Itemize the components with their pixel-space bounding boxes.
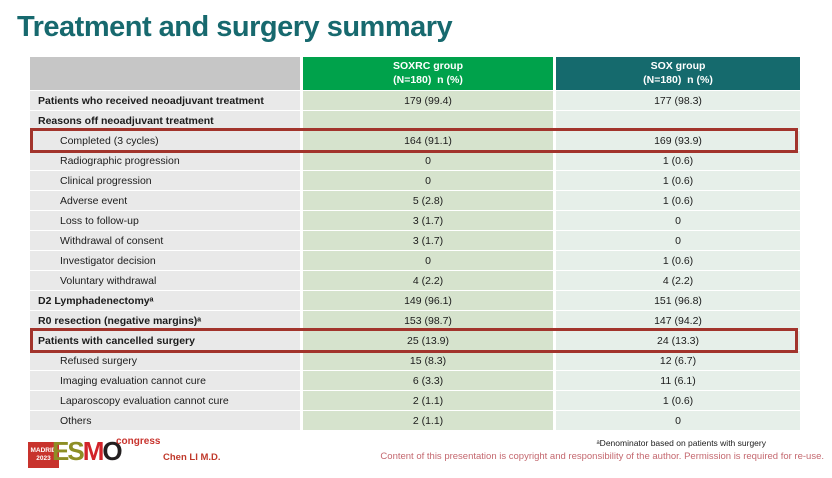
row-label: Loss to follow-up [30,211,300,230]
table-row: Refused surgery 15 (8.3) 12 (6.7) [30,351,800,370]
row-value-soxrc: 3 (1.7) [303,211,553,230]
table-row: D2 Lymphadenectomyᵃ 149 (96.1) 151 (96.8… [30,291,800,310]
row-value-soxrc: 2 (1.1) [303,391,553,410]
row-label: Laparoscopy evaluation cannot cure [30,391,300,410]
esmo-letter-s: S [67,436,84,466]
table-row: Completed (3 cycles) 164 (91.1) 169 (93.… [30,128,800,153]
row-label: Clinical progression [30,171,300,190]
row-label: Reasons off neoadjuvant treatment [30,111,300,130]
row-value-soxrc: 0 [303,171,553,190]
table-row: Voluntary withdrawal 4 (2.2) 4 (2.2) [30,271,800,290]
row-label: Voluntary withdrawal [30,271,300,290]
row-label: Adverse event [30,191,300,210]
esmo-letter-m: M [82,436,105,466]
row-value-sox: 1 (0.6) [556,171,800,190]
row-value-soxrc: 3 (1.7) [303,231,553,250]
table-row: Patients with cancelled surgery 25 (13.9… [30,328,800,353]
table-row: Imaging evaluation cannot cure 6 (3.3) 1… [30,371,800,390]
row-value-soxrc: 15 (8.3) [303,351,553,370]
row-value-soxrc: 179 (99.4) [303,91,553,110]
row-value-soxrc: 0 [303,251,553,270]
row-value-soxrc: 164 (91.1) [303,131,553,150]
esmo-letter-o: O [102,436,122,466]
table-row: Radiographic progression 0 1 (0.6) [30,151,800,170]
row-value-sox: 169 (93.9) [556,131,800,150]
row-value-soxrc: 4 (2.2) [303,271,553,290]
row-label: R0 resection (negative margins)ᵃ [30,311,300,330]
table-row: Loss to follow-up 3 (1.7) 0 [30,211,800,230]
page-title: Treatment and surgery summary [17,11,453,43]
row-value-soxrc: 149 (96.1) [303,291,553,310]
header-cell-soxrc-group: SOXRC group (N=180) n (%) [303,57,553,90]
row-value-sox: 11 (6.1) [556,371,800,390]
row-value-sox: 24 (13.3) [556,331,800,350]
sox-group-name: SOX group [650,60,706,73]
author-name: Chen LI M.D. [163,452,221,463]
table-body: Patients who received neoadjuvant treatm… [30,91,800,430]
badge-city: MADRID [30,447,57,454]
header-cell-empty [30,57,300,90]
row-value-sox: 1 (0.6) [556,151,800,170]
table-row: Laparoscopy evaluation cannot cure 2 (1.… [30,391,800,410]
table-row: Clinical progression 0 1 (0.6) [30,171,800,190]
soxrc-group-name: SOXRC group [393,60,463,73]
header-cell-sox-group: SOX group (N=180) n (%) [556,57,800,90]
table-row: Investigator decision 0 1 (0.6) [30,251,800,270]
row-label: Refused surgery [30,351,300,370]
row-value-soxrc: 0 [303,151,553,170]
row-value-soxrc: 25 (13.9) [303,331,553,350]
row-value-sox: 1 (0.6) [556,251,800,270]
row-value-sox: 12 (6.7) [556,351,800,370]
row-label: Imaging evaluation cannot cure [30,371,300,390]
table-row: Adverse event 5 (2.8) 1 (0.6) [30,191,800,210]
row-value-soxrc: 153 (98.7) [303,311,553,330]
table-row: R0 resection (negative margins)ᵃ 153 (98… [30,311,800,330]
copyright-notice: Content of this presentation is copyrigh… [380,451,824,462]
row-label: Others [30,411,300,430]
table-header-row: SOXRC group (N=180) n (%) SOX group (N=1… [30,57,800,90]
congress-label: congress [116,436,161,447]
summary-table: SOXRC group (N=180) n (%) SOX group (N=1… [30,57,800,431]
sox-group-sub: (N=180) n (%) [643,73,713,86]
row-label: Patients who received neoadjuvant treatm… [30,91,300,110]
madrid-2023-badge: MADRID 2023 [28,442,59,468]
row-value-soxrc: 5 (2.8) [303,191,553,210]
table-row: Patients who received neoadjuvant treatm… [30,91,800,110]
row-label: Withdrawal of consent [30,231,300,250]
row-value-sox: 151 (96.8) [556,291,800,310]
row-value-soxrc [303,111,553,130]
row-value-sox: 0 [556,211,800,230]
row-value-sox: 4 (2.2) [556,271,800,290]
table-footnote: ᵃDenominator based on patients with surg… [596,438,766,448]
table-row: Others 2 (1.1) 0 [30,411,800,430]
table-row: Reasons off neoadjuvant treatment [30,111,800,130]
esmo-letter-e: E [52,436,69,466]
badge-year: 2023 [36,455,51,463]
soxrc-group-sub: (N=180) n (%) [393,73,463,86]
row-value-sox: 1 (0.6) [556,191,800,210]
row-label: Investigator decision [30,251,300,270]
row-label: Completed (3 cycles) [30,131,300,150]
esmo-wordmark: ESMO [52,436,123,466]
table-row: Withdrawal of consent 3 (1.7) 0 [30,231,800,250]
row-value-soxrc: 6 (3.3) [303,371,553,390]
esmo-congress-logo: MADRID 2023 ESMO congress [28,436,161,474]
row-label: Radiographic progression [30,151,300,170]
row-value-sox: 177 (98.3) [556,91,800,110]
row-value-sox: 0 [556,231,800,250]
row-value-sox [556,111,800,130]
row-label: D2 Lymphadenectomyᵃ [30,291,300,310]
row-value-sox: 147 (94.2) [556,311,800,330]
row-label: Patients with cancelled surgery [30,331,300,350]
row-value-sox: 0 [556,411,800,430]
row-value-soxrc: 2 (1.1) [303,411,553,430]
row-value-sox: 1 (0.6) [556,391,800,410]
